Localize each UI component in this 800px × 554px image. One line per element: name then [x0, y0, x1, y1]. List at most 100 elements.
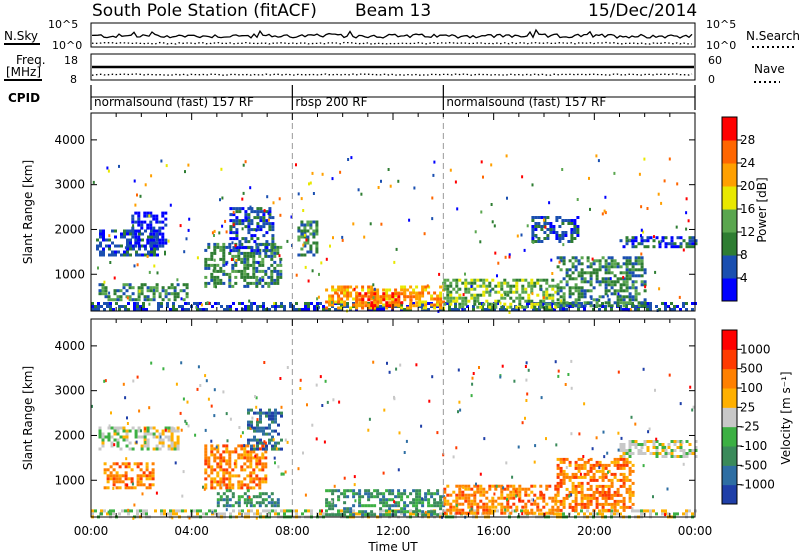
- echo-cell: [607, 469, 611, 473]
- echo-cell: [256, 420, 259, 424]
- echo-cell: [379, 308, 382, 311]
- echo-cell: [231, 474, 235, 478]
- echo-cell: [565, 457, 569, 461]
- echo-cell: [358, 495, 362, 499]
- echo-cell: [595, 490, 599, 494]
- echo-cell: [628, 298, 632, 302]
- echo-cell: [509, 287, 513, 291]
- echo-cell: [533, 493, 537, 497]
- echo-cell: [673, 305, 676, 308]
- echo-cell: [464, 278, 468, 282]
- echo-cell: [185, 237, 188, 241]
- echo-cell: [164, 250, 166, 254]
- echo-cell: [372, 360, 375, 364]
- echo-cell: [332, 398, 335, 402]
- echo-cell: [261, 465, 265, 469]
- echo-cell: [259, 219, 263, 223]
- echo-cell: [586, 460, 590, 464]
- echo-cell: [571, 292, 575, 296]
- echo-cell: [256, 222, 260, 226]
- echo-cell: [111, 250, 114, 254]
- echo-cell: [274, 417, 277, 421]
- echo-cell: [343, 507, 347, 511]
- echo-cell: [400, 288, 404, 292]
- echo-cell: [491, 287, 495, 291]
- echo-cell: [131, 426, 135, 430]
- echo-cell: [561, 234, 565, 237]
- echo-cell: [252, 495, 256, 499]
- echo-cell: [601, 512, 604, 516]
- echo-cell: [246, 284, 250, 288]
- echo-cell: [589, 493, 593, 497]
- echo-cell: [415, 504, 419, 508]
- echo-cell: [534, 225, 538, 228]
- echo-cell: [253, 302, 256, 305]
- echo-cell: [397, 304, 401, 308]
- echo-cell: [446, 287, 450, 291]
- echo-cell: [155, 435, 159, 439]
- echo-cell: [583, 493, 587, 497]
- echo-cell: [346, 291, 350, 295]
- echo-cell: [609, 277, 612, 281]
- echo-cell: [268, 213, 272, 217]
- echo-cell: [158, 241, 162, 245]
- echo-cell: [295, 509, 298, 513]
- echo-cell: [673, 245, 677, 249]
- echo-cell: [178, 305, 181, 308]
- echo-cell: [106, 474, 110, 478]
- echo-cell: [328, 297, 332, 301]
- echo-cell: [210, 257, 214, 261]
- echo-cell: [583, 277, 587, 281]
- echo-cell: [398, 431, 401, 435]
- echo-cell: [570, 222, 574, 225]
- echo-cell: [382, 292, 386, 296]
- echo-cell: [246, 495, 250, 499]
- echo-cell: [589, 262, 593, 266]
- echo-cell: [311, 269, 314, 273]
- echo-cell: [443, 499, 447, 503]
- echo-cell: [415, 301, 419, 305]
- echo-cell: [273, 501, 277, 505]
- echo-cell: [268, 216, 272, 220]
- echo-cell: [184, 308, 187, 311]
- echo-cell: [509, 505, 513, 509]
- echo-cell: [568, 277, 572, 281]
- echo-cell: [361, 295, 365, 299]
- nave-label: Nave: [754, 62, 785, 76]
- echo-cell: [116, 444, 120, 448]
- echo-cell: [248, 299, 251, 303]
- nsky-tick-bottom: 10^0: [52, 39, 82, 52]
- echo-cell: [455, 511, 459, 515]
- echo-cell: [152, 241, 156, 245]
- echo-cell: [262, 302, 265, 305]
- y-tick-label: 1000: [54, 267, 85, 281]
- echo-cell: [124, 396, 127, 400]
- echo-cell: [258, 281, 262, 285]
- echo-cell: [364, 510, 368, 514]
- echo-cell: [235, 222, 239, 226]
- echo-cell: [271, 222, 275, 226]
- echo-cell: [616, 277, 620, 281]
- colorbar-swatch: [722, 278, 737, 302]
- echo-cell: [595, 298, 599, 302]
- colorbar-swatch: [722, 232, 737, 256]
- echo-cell: [277, 411, 280, 415]
- echo-cell: [222, 281, 226, 285]
- echo-cell: [568, 292, 572, 296]
- echo-cell: [514, 489, 517, 493]
- echo-cell: [125, 444, 129, 448]
- echo-cell: [249, 471, 253, 475]
- echo-cell: [619, 457, 623, 461]
- echo-cell: [577, 490, 581, 494]
- echo-cell: [604, 262, 608, 266]
- echo-cell: [170, 435, 174, 439]
- echo-cell: [604, 211, 607, 215]
- echo-cell: [508, 253, 511, 257]
- echo-cell: [580, 271, 584, 275]
- echo-cell: [394, 513, 398, 517]
- echo-cell: [274, 444, 277, 448]
- echo-cell: [258, 459, 262, 463]
- echo-cell: [213, 229, 216, 233]
- echo-cell: [644, 285, 647, 289]
- echo-cell: [262, 411, 265, 415]
